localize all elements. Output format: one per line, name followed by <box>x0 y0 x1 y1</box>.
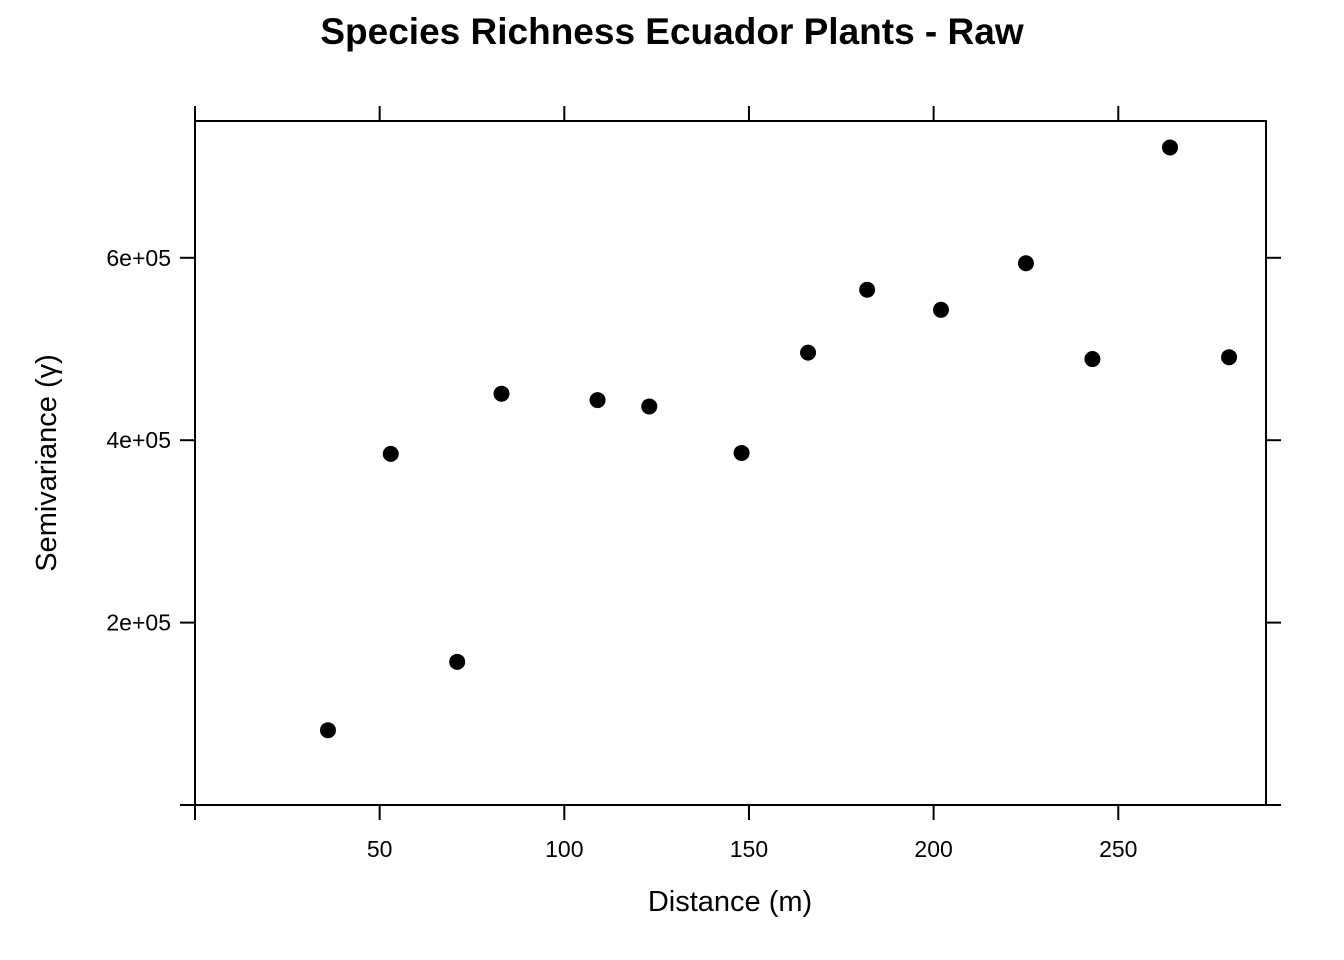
data-points <box>319 139 1238 739</box>
y-tick-label: 4e+05 <box>106 427 171 453</box>
data-point <box>1017 255 1034 272</box>
data-point <box>859 281 876 298</box>
chart-title: Species Richness Ecuador Plants - Raw <box>320 11 1023 52</box>
data-point <box>589 392 606 409</box>
data-point <box>493 385 510 402</box>
x-axis: 50 100 150 200 250 <box>194 106 1281 862</box>
data-point <box>1221 349 1238 366</box>
data-point <box>1161 139 1178 156</box>
plot-frame <box>194 120 1267 806</box>
data-point <box>800 344 817 361</box>
x-tick-label: 50 <box>367 836 393 862</box>
y-axis: 2e+05 4e+05 6e+05 <box>106 245 1281 806</box>
x-axis-label: Distance (m) <box>648 886 812 918</box>
data-point <box>641 398 658 415</box>
y-tick-label: 6e+05 <box>106 245 171 271</box>
data-point <box>449 653 466 670</box>
data-point <box>319 722 336 739</box>
y-axis-label: Semivariance (γ) <box>31 354 63 572</box>
x-tick-label: 250 <box>1099 836 1137 862</box>
x-tick-label: 200 <box>914 836 952 862</box>
y-tick-label: 2e+05 <box>106 610 171 636</box>
data-point <box>733 444 750 461</box>
data-point <box>1084 351 1101 368</box>
x-tick-label: 150 <box>730 836 768 862</box>
data-point <box>382 445 399 462</box>
x-tick-label: 100 <box>545 836 583 862</box>
data-point <box>933 301 950 318</box>
